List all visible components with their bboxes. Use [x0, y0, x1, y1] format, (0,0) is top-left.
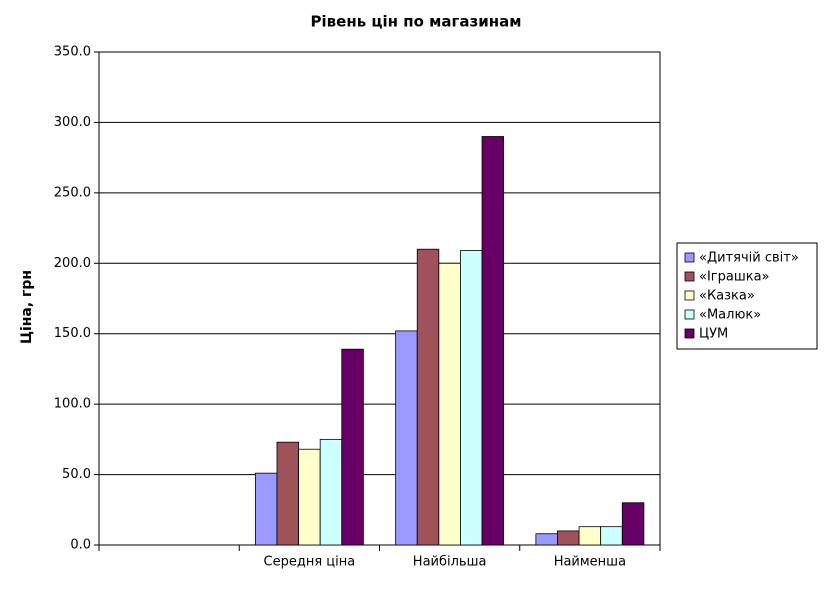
- y-axis-label: Ціна, грн: [19, 270, 35, 344]
- y-tick-label: 300.0: [54, 115, 91, 130]
- bar: [557, 530, 580, 546]
- legend-swatch: [684, 309, 695, 320]
- bar: [578, 526, 602, 546]
- bar: [254, 472, 278, 546]
- bar: [276, 441, 299, 546]
- y-tick-label: 0.0: [70, 538, 91, 553]
- legend-label: «Дитячій світ»: [699, 251, 799, 266]
- bar: [341, 348, 364, 546]
- legend-swatch: [684, 271, 695, 282]
- y-tick-label: 150.0: [54, 326, 91, 341]
- x-tick-label: Найбільша: [413, 555, 487, 570]
- bar: [535, 533, 558, 546]
- bar: [438, 262, 461, 546]
- bar: [416, 248, 440, 546]
- y-tick-label: 350.0: [54, 45, 91, 60]
- y-tick-label: 100.0: [54, 397, 91, 412]
- legend-label: «Казка»: [699, 289, 755, 304]
- legend-swatch: [684, 328, 695, 339]
- bar: [481, 136, 505, 546]
- x-tick-label: Середня ціна: [264, 555, 356, 570]
- bar: [460, 250, 483, 546]
- y-tick-label: 50.0: [62, 467, 91, 482]
- legend-label: «Малюк»: [699, 308, 761, 323]
- legend: [676, 242, 818, 350]
- chart-title: Рівень цін по магазинам: [311, 13, 522, 31]
- bar: [395, 330, 418, 546]
- y-tick-label: 250.0: [54, 185, 91, 200]
- bar: [298, 448, 321, 546]
- bar: [621, 502, 645, 546]
- bar: [319, 438, 343, 546]
- legend-label: «Іграшка»: [699, 270, 770, 285]
- legend-label: ЦУМ: [699, 327, 728, 342]
- bar: [600, 526, 623, 546]
- y-tick-label: 200.0: [54, 256, 91, 271]
- plot-area: [98, 51, 661, 546]
- legend-swatch: [684, 252, 695, 263]
- x-tick-label: Найменша: [554, 555, 626, 570]
- legend-swatch: [684, 290, 695, 301]
